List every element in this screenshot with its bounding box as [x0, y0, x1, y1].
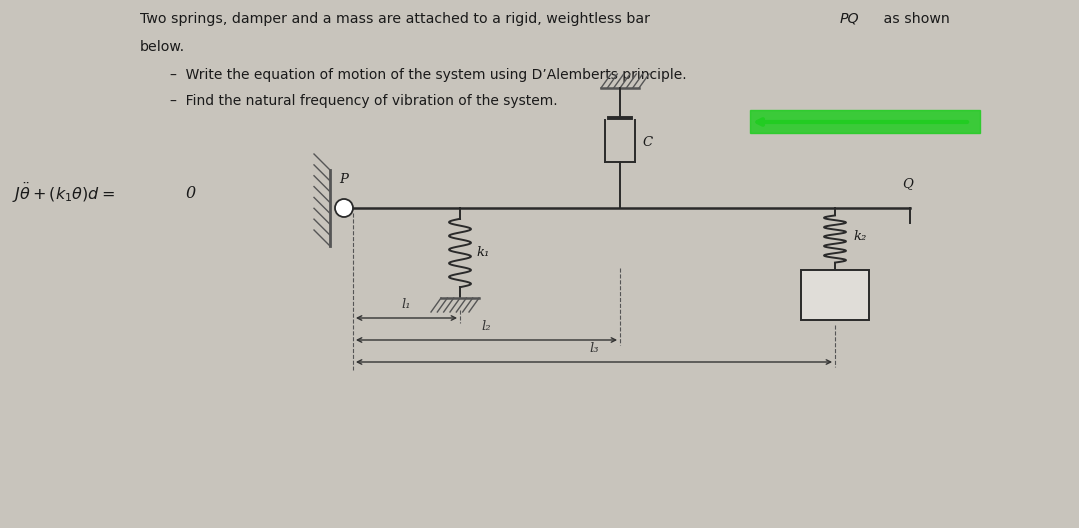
- Text: $J\ddot{\theta}+(k_1\theta)d=$: $J\ddot{\theta}+(k_1\theta)d=$: [12, 181, 114, 205]
- Text: below.: below.: [140, 40, 186, 54]
- Text: Q: Q: [902, 177, 914, 190]
- Text: PQ: PQ: [839, 12, 859, 26]
- Text: Two springs, damper and a mass are attached to a rigid, weightless bar: Two springs, damper and a mass are attac…: [140, 12, 655, 26]
- Text: m: m: [828, 288, 842, 302]
- Text: k₁: k₁: [476, 247, 490, 259]
- Bar: [801, 270, 869, 320]
- Circle shape: [334, 199, 353, 217]
- Text: l₁: l₁: [401, 298, 411, 311]
- Text: –  Write the equation of motion of the system using D’Alemberts principle.: – Write the equation of motion of the sy…: [170, 68, 686, 82]
- Text: l₂: l₂: [481, 320, 491, 333]
- Text: 0: 0: [185, 184, 195, 202]
- Text: P: P: [340, 173, 349, 186]
- Text: l₃: l₃: [589, 342, 599, 355]
- Polygon shape: [750, 110, 980, 133]
- Text: k₂: k₂: [853, 231, 866, 243]
- Text: as shown: as shown: [879, 12, 950, 26]
- Text: –  Find the natural frequency of vibration of the system.: – Find the natural frequency of vibratio…: [170, 94, 558, 108]
- Text: C: C: [642, 137, 652, 149]
